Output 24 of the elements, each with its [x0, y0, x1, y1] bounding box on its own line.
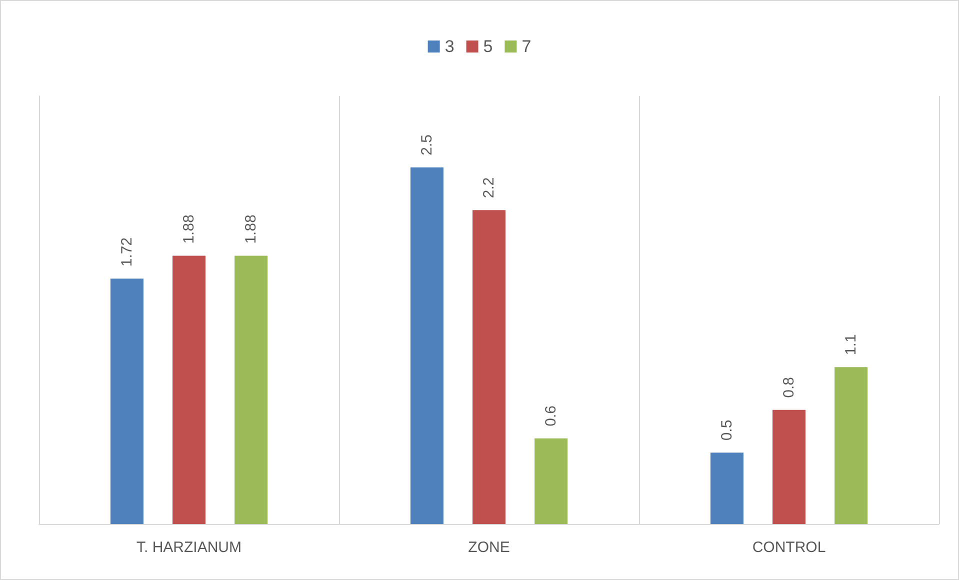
- legend-label: 3: [444, 37, 454, 56]
- data-label: 1.88: [242, 214, 260, 244]
- x-tick-label: T. HARZIANUM: [136, 539, 242, 556]
- data-label: 0.5: [718, 420, 736, 441]
- bar: [772, 410, 806, 524]
- data-label: 1.88: [180, 214, 198, 244]
- data-label: 0.8: [780, 377, 798, 398]
- legend-label: 7: [522, 37, 532, 56]
- data-label: 0.6: [542, 406, 560, 426]
- x-tick-label: ZONE: [468, 539, 510, 556]
- bar: [234, 256, 268, 524]
- bar: [710, 452, 744, 524]
- data-label: 1.1: [842, 334, 860, 356]
- bar: [472, 210, 506, 524]
- bar: [172, 256, 206, 524]
- x-tick-label: CONTROL: [752, 539, 826, 556]
- data-label: 1.72: [118, 237, 136, 267]
- bar: [534, 438, 568, 524]
- bar: [834, 367, 868, 524]
- legend-label: 5: [483, 37, 493, 56]
- bar: [410, 167, 444, 524]
- data-label: 2.5: [418, 134, 436, 156]
- bar: [110, 278, 144, 524]
- data-label: 2.2: [480, 177, 498, 198]
